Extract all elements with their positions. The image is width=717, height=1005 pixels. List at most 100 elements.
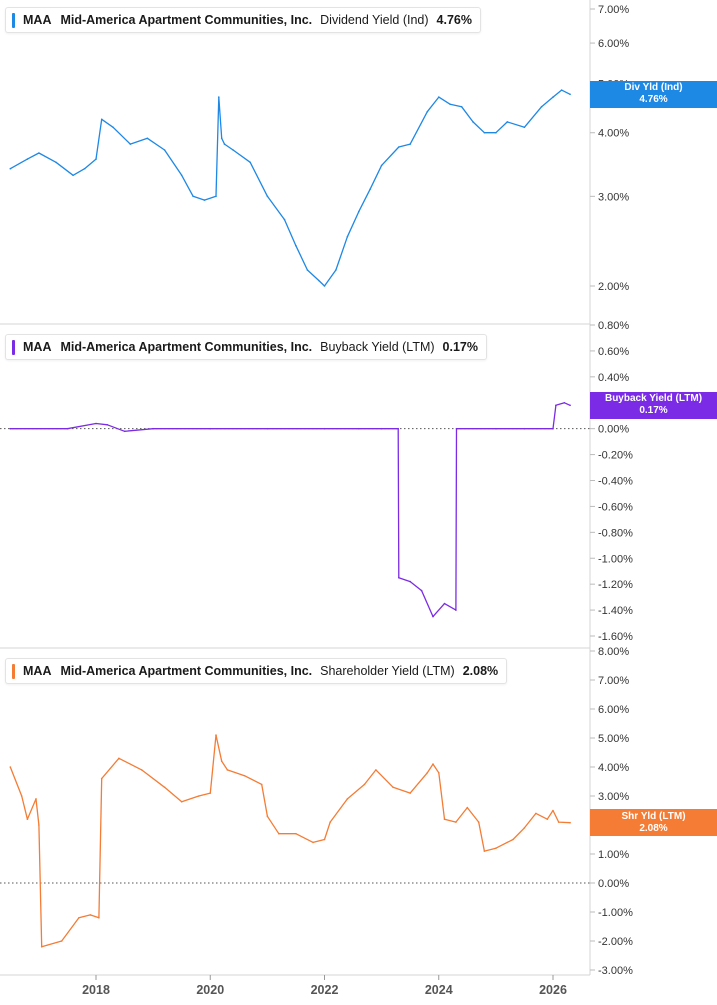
data-point [409, 580, 412, 583]
legend-value: 2.08% [462, 664, 499, 678]
data-point [26, 818, 29, 820]
legend-company: Mid-America Apartment Communities, Inc. [60, 340, 313, 354]
data-point [243, 774, 246, 777]
data-point [335, 269, 337, 271]
data-point [215, 734, 217, 736]
data-point [260, 783, 263, 786]
data-point [460, 105, 463, 108]
y-tick-label: -1.00% [598, 553, 633, 565]
data-point [398, 576, 400, 579]
y-tick-label: -3.00% [598, 965, 633, 977]
tag-label: Shr Yld (LTM) [621, 810, 686, 822]
data-point [95, 158, 97, 160]
y-tick-label: 0.00% [598, 878, 629, 890]
data-point [375, 769, 377, 771]
data-point [129, 143, 132, 145]
data-point [426, 110, 429, 113]
y-tick-label: 7.00% [598, 675, 629, 687]
data-point [358, 210, 360, 213]
data-point [472, 121, 474, 123]
data-point [9, 427, 12, 430]
data-point [203, 199, 206, 201]
data-point [249, 161, 251, 164]
y-tick-label: -1.60% [598, 631, 633, 643]
data-point [563, 402, 566, 404]
data-point [38, 152, 40, 154]
data-point [358, 427, 360, 430]
y-tick-label: 1.00% [598, 849, 629, 861]
shareholder-yield-legend[interactable]: MAA Mid-America Apartment Communities, I… [5, 658, 508, 684]
legend-value: 0.17% [442, 340, 478, 354]
data-point [55, 161, 57, 164]
data-point [432, 615, 434, 618]
data-point [443, 818, 446, 820]
buyback-yield-legend[interactable]: MAA Mid-America Apartment Communities, I… [5, 334, 487, 360]
data-point [66, 427, 69, 430]
series-color-swatch [12, 12, 15, 28]
data-point [569, 821, 571, 824]
legend-metric: Buyback Yield (LTM) [320, 340, 435, 354]
dividend-yield-legend[interactable]: MAA Mid-America Apartment Communities, I… [5, 7, 481, 33]
data-point [546, 818, 549, 820]
data-point [226, 769, 229, 771]
series-line [9, 734, 571, 948]
data-point [483, 850, 486, 852]
legend-company: Mid-America Apartment Communities, Inc. [60, 664, 313, 678]
y-tick-label: -0.40% [598, 476, 633, 488]
data-point [95, 422, 97, 425]
data-point [209, 792, 212, 794]
data-point [26, 158, 29, 160]
data-point [363, 783, 366, 786]
y-tick-label: 6.00% [598, 38, 629, 50]
data-point [380, 164, 383, 167]
data-point [552, 809, 554, 812]
data-point [323, 285, 326, 287]
data-point [523, 427, 526, 430]
data-point [455, 821, 457, 823]
shareholder-yield-value-tag: Shr Yld (LTM) 2.08% [590, 809, 717, 837]
series-color-swatch [12, 339, 15, 355]
y-tick-label: 3.00% [598, 191, 629, 203]
series-line [9, 89, 571, 287]
data-point [569, 93, 571, 96]
y-tick-label: 3.00% [598, 791, 629, 803]
dividend-yield-value-tag: Div Yld (Ind) 4.76% [590, 80, 717, 108]
dividend-yield-panel: 7.00%6.00%5.00%4.00%3.00%2.00% [9, 4, 629, 293]
data-point [209, 427, 212, 430]
data-point [329, 821, 332, 823]
data-point [35, 798, 37, 800]
y-tick-label: -0.80% [598, 527, 633, 539]
data-point [163, 786, 166, 789]
data-point [392, 786, 394, 789]
y-tick-label: -0.60% [598, 501, 633, 513]
data-point [60, 940, 63, 942]
y-tick-label: 0.80% [598, 320, 629, 332]
data-point [106, 424, 109, 426]
data-point [443, 602, 446, 605]
data-point [438, 772, 440, 774]
data-point [466, 806, 469, 809]
data-point [180, 801, 183, 803]
data-point [192, 195, 194, 198]
legend-value: 4.76% [436, 13, 472, 27]
data-point [555, 404, 557, 407]
data-point [432, 763, 434, 765]
y-tick-label: 5.00% [598, 733, 629, 745]
y-tick-label: 0.60% [598, 346, 629, 358]
data-point [232, 149, 234, 151]
data-point [180, 174, 183, 177]
data-point [560, 89, 563, 91]
y-tick-label: 2.00% [598, 281, 629, 293]
data-point [72, 174, 74, 177]
data-point [495, 847, 497, 849]
shareholder-yield-panel: 8.00%7.00%6.00%5.00%4.00%3.00%2.00%1.00%… [0, 646, 633, 977]
y-tick-label: 8.00% [598, 646, 629, 658]
data-point [89, 914, 92, 916]
data-point [78, 917, 80, 919]
data-point [9, 766, 12, 768]
tag-value: 2.08% [639, 822, 668, 834]
data-point [449, 103, 452, 106]
data-point [220, 137, 223, 140]
data-point [398, 146, 400, 148]
data-point [218, 96, 220, 98]
